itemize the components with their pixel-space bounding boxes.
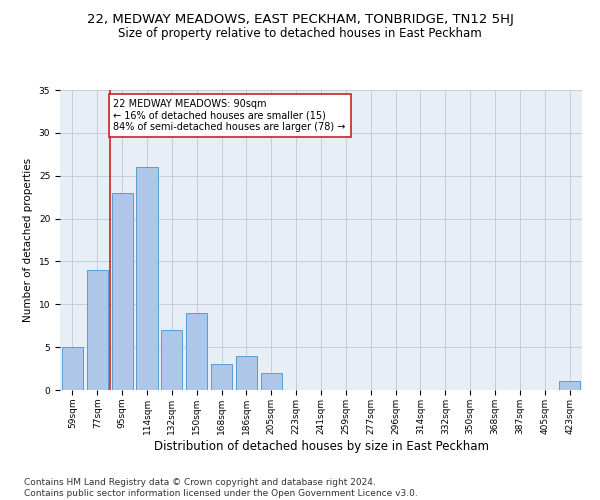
Bar bbox=[559, 382, 580, 390]
Bar bbox=[161, 330, 182, 390]
Bar bbox=[62, 347, 83, 390]
Y-axis label: Number of detached properties: Number of detached properties bbox=[23, 158, 33, 322]
Bar bbox=[261, 373, 282, 390]
X-axis label: Distribution of detached houses by size in East Peckham: Distribution of detached houses by size … bbox=[154, 440, 488, 452]
Text: Contains HM Land Registry data © Crown copyright and database right 2024.
Contai: Contains HM Land Registry data © Crown c… bbox=[24, 478, 418, 498]
Bar bbox=[112, 193, 133, 390]
Text: 22, MEDWAY MEADOWS, EAST PECKHAM, TONBRIDGE, TN12 5HJ: 22, MEDWAY MEADOWS, EAST PECKHAM, TONBRI… bbox=[86, 12, 514, 26]
Bar bbox=[186, 313, 207, 390]
Bar bbox=[87, 270, 108, 390]
Bar bbox=[236, 356, 257, 390]
Bar bbox=[211, 364, 232, 390]
Bar bbox=[136, 167, 158, 390]
Text: 22 MEDWAY MEADOWS: 90sqm
← 16% of detached houses are smaller (15)
84% of semi-d: 22 MEDWAY MEADOWS: 90sqm ← 16% of detach… bbox=[113, 98, 346, 132]
Text: Size of property relative to detached houses in East Peckham: Size of property relative to detached ho… bbox=[118, 28, 482, 40]
